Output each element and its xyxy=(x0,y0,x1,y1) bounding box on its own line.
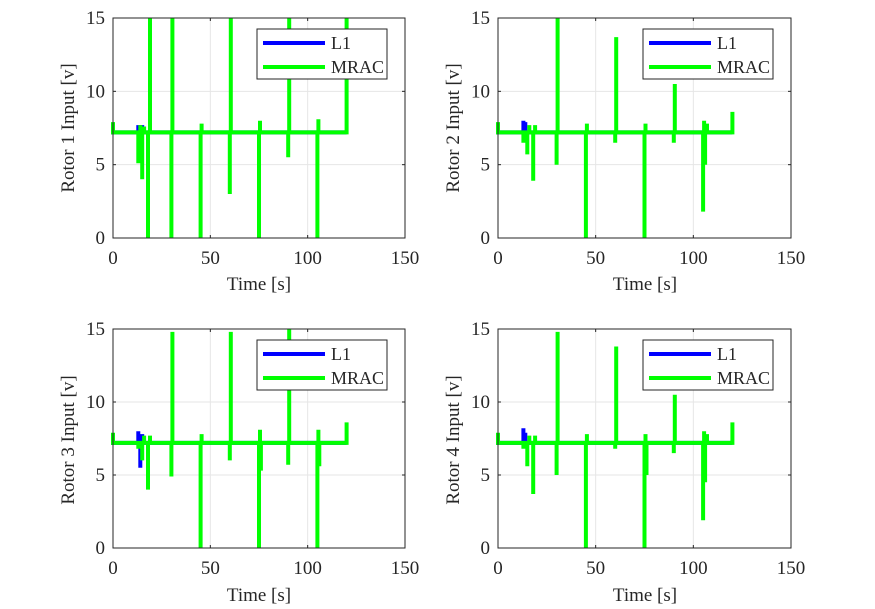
legend: L1 MRAC xyxy=(642,339,774,391)
xlabel-rotor-4: Time [s] xyxy=(613,585,677,606)
y-tick-label: 15 xyxy=(86,8,105,29)
y-tick-label: 10 xyxy=(471,392,490,413)
ylabel-rotor-1: Rotor 1 Input [v] xyxy=(58,63,79,192)
y-tick-label: 5 xyxy=(481,155,491,176)
legend: L1 MRAC xyxy=(256,28,388,80)
series-line-mrac xyxy=(496,18,735,238)
x-tick-label: 100 xyxy=(679,558,708,579)
x-tick-label: 50 xyxy=(201,248,220,269)
y-tick-label: 0 xyxy=(481,228,491,249)
legend-label-l1: L1 xyxy=(717,344,737,364)
legend-box xyxy=(642,339,774,391)
legend-label-mrac: MRAC xyxy=(331,57,384,77)
x-tick-label: 0 xyxy=(108,558,118,579)
axes-box xyxy=(497,328,792,549)
x-tick-label: 150 xyxy=(777,558,806,579)
y-tick-label: 10 xyxy=(471,81,490,102)
y-tick-label: 15 xyxy=(86,319,105,340)
y-tick-label: 5 xyxy=(96,155,106,176)
x-tick-label: 0 xyxy=(108,248,118,269)
subplot-rotor-4: 0 50 100 150 0 5 10 15 L1 MRAC Rotor 4 Input [v] Ti… xyxy=(443,319,805,606)
y-tick-label: 10 xyxy=(86,392,105,413)
xlabel-rotor-2: Time [s] xyxy=(613,274,677,295)
x-tick-label: 150 xyxy=(391,558,420,579)
x-tick-label: 150 xyxy=(391,248,420,269)
subplot-rotor-2: 0 50 100 150 0 5 10 15 L1 MRAC Rotor 2 Input [v] Ti… xyxy=(443,8,805,295)
x-tick-label: 50 xyxy=(201,558,220,579)
legend-box xyxy=(642,28,774,80)
x-tick-label: 100 xyxy=(679,248,708,269)
ylabel-rotor-4: Rotor 4 Input [v] xyxy=(443,375,464,504)
y-tick-label: 5 xyxy=(481,465,491,486)
y-tick-label: 5 xyxy=(96,465,106,486)
legend-label-mrac: MRAC xyxy=(717,368,770,388)
y-tick-label: 0 xyxy=(96,228,106,249)
x-tick-label: 50 xyxy=(586,558,605,579)
y-tick-label: 15 xyxy=(471,8,490,29)
y-tick-label: 15 xyxy=(471,319,490,340)
x-tick-label: 100 xyxy=(293,248,322,269)
legend-box xyxy=(256,339,388,391)
subplot-rotor-1: 0 50 100 150 0 5 10 15 L1 MRAC Rotor 1 Input [v] Ti… xyxy=(58,8,419,295)
legend-label-mrac: MRAC xyxy=(331,368,384,388)
x-tick-label: 100 xyxy=(293,558,322,579)
legend-label-l1: L1 xyxy=(331,33,351,53)
axes-box xyxy=(112,17,406,239)
ylabel-rotor-2: Rotor 2 Input [v] xyxy=(443,63,464,192)
xlabel-rotor-1: Time [s] xyxy=(227,274,291,295)
legend-label-l1: L1 xyxy=(331,344,351,364)
series-line-mrac xyxy=(496,331,735,548)
legend-label-mrac: MRAC xyxy=(717,57,770,77)
ylabel-rotor-3: Rotor 3 Input [v] xyxy=(58,375,79,504)
y-tick-label: 0 xyxy=(96,538,106,559)
series-line-mrac xyxy=(111,329,349,548)
xlabel-rotor-3: Time [s] xyxy=(227,585,291,606)
subplot-rotor-3: 0 50 100 150 0 5 10 15 L1 MRAC Rotor 3 Input [v] Ti… xyxy=(58,319,419,606)
x-tick-label: 0 xyxy=(493,248,503,269)
legend: L1 MRAC xyxy=(256,339,388,391)
y-tick-label: 0 xyxy=(481,538,491,559)
axes-box xyxy=(112,328,406,549)
legend-box xyxy=(256,28,388,80)
y-tick-label: 10 xyxy=(86,81,105,102)
x-tick-label: 50 xyxy=(586,248,605,269)
axes-box xyxy=(497,17,792,239)
legend: L1 MRAC xyxy=(642,28,774,80)
x-tick-label: 150 xyxy=(777,248,806,269)
legend-label-l1: L1 xyxy=(717,33,737,53)
x-tick-label: 0 xyxy=(493,558,503,579)
